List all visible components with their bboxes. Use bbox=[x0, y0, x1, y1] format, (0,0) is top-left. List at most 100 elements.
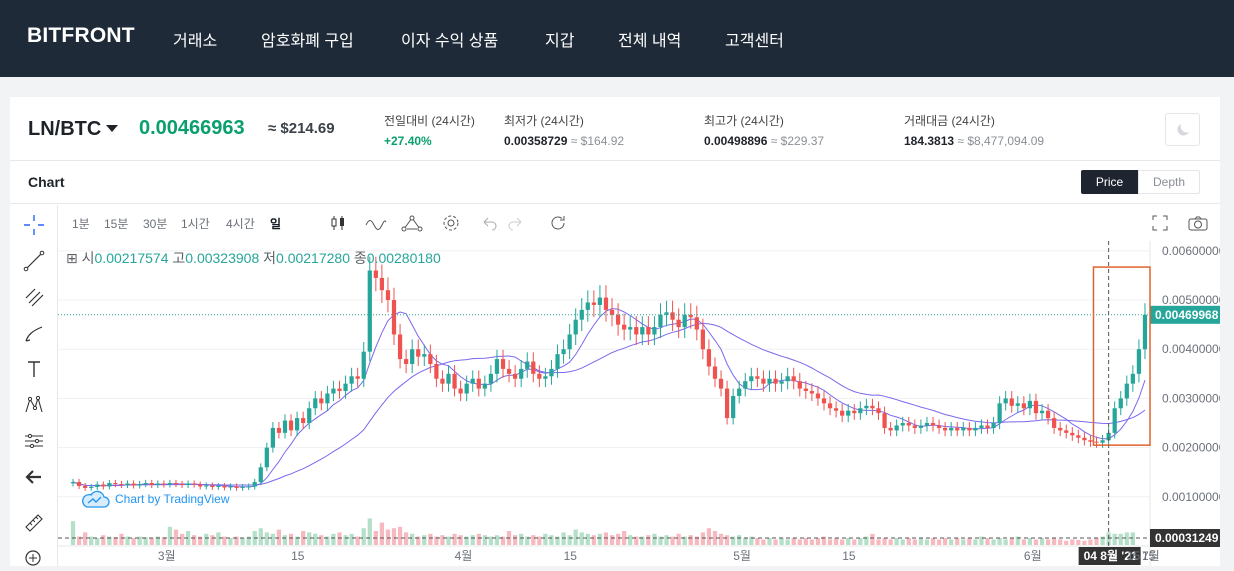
fib-tool[interactable] bbox=[22, 285, 46, 309]
candle-body bbox=[397, 334, 403, 360]
indicators-button[interactable] bbox=[364, 211, 388, 235]
volume-bar bbox=[452, 533, 457, 545]
volume-bar bbox=[827, 539, 833, 545]
nav-support[interactable]: 고객센터 bbox=[725, 33, 784, 50]
reload-button[interactable] bbox=[546, 211, 570, 235]
trendline-tool[interactable] bbox=[22, 249, 46, 273]
nav-buy-crypto[interactable]: 암호화폐 구입 bbox=[261, 33, 354, 50]
expand-legend-icon[interactable]: ⊞ bbox=[66, 250, 78, 266]
volume-bar bbox=[143, 537, 148, 545]
candle-body bbox=[543, 376, 548, 379]
candle-body bbox=[264, 447, 269, 468]
volume-bar bbox=[464, 536, 469, 545]
crosshair-tool[interactable] bbox=[22, 213, 46, 237]
candle-body bbox=[1045, 410, 1051, 419]
volume-bar bbox=[416, 536, 421, 545]
redo-button[interactable] bbox=[504, 211, 528, 235]
volume-bar bbox=[446, 536, 451, 545]
volume-bar bbox=[270, 533, 276, 545]
candle-body bbox=[428, 354, 433, 364]
zoom-tool[interactable] bbox=[22, 547, 46, 571]
volume-bar bbox=[955, 538, 960, 545]
candle-body bbox=[670, 312, 675, 320]
timeframe-1d[interactable]: 일 bbox=[270, 217, 282, 231]
volume-bar bbox=[349, 533, 354, 545]
volume-bar bbox=[743, 538, 748, 545]
compare-button[interactable] bbox=[400, 211, 424, 235]
volume-bar bbox=[288, 533, 294, 545]
candle-body bbox=[488, 373, 494, 384]
volume-bar bbox=[331, 533, 336, 545]
candle-body bbox=[640, 327, 645, 335]
prediction-tool[interactable] bbox=[22, 429, 46, 453]
brush-tool[interactable] bbox=[22, 321, 46, 345]
timeframe-15m[interactable]: 15분 bbox=[104, 217, 129, 231]
zoom-in-icon bbox=[25, 550, 41, 566]
stat-usd: ≈ $164.92 bbox=[570, 134, 625, 148]
candle-body bbox=[1094, 441, 1099, 443]
volume-bar bbox=[246, 536, 251, 545]
nav-wallet[interactable]: 지갑 bbox=[545, 33, 575, 50]
candle-body bbox=[961, 427, 966, 431]
volume-bar bbox=[567, 535, 572, 545]
candle-body bbox=[319, 398, 324, 404]
volume-bar bbox=[670, 536, 675, 545]
volume-bar bbox=[1076, 539, 1081, 545]
candle-body bbox=[840, 410, 845, 416]
volume-bar bbox=[307, 532, 312, 545]
back-tool[interactable] bbox=[22, 465, 46, 489]
candle-body bbox=[791, 376, 796, 382]
candle-type-button[interactable] bbox=[326, 211, 350, 235]
candle-body bbox=[1106, 432, 1111, 441]
stat-volume: 거래대금 (24시간) 184.3813 ≈ $8,477,094.09 bbox=[904, 112, 1044, 148]
candle-body bbox=[846, 410, 851, 416]
candle-body bbox=[125, 483, 130, 485]
volume-bar bbox=[410, 533, 415, 545]
stat-value: +27.40% bbox=[384, 134, 432, 148]
timeframe-4h[interactable]: 4시간 bbox=[226, 217, 255, 231]
price-view-tab[interactable]: Price bbox=[1081, 170, 1138, 194]
chart-title: Chart bbox=[28, 174, 65, 190]
nav-history[interactable]: 전체 내역 bbox=[618, 33, 682, 50]
timeframe-1m[interactable]: 1분 bbox=[72, 217, 90, 231]
nav-exchange[interactable]: 거래소 bbox=[173, 33, 218, 50]
dark-mode-toggle[interactable] bbox=[1165, 113, 1200, 146]
volume-bar bbox=[1082, 540, 1087, 545]
volume-bar bbox=[1088, 539, 1093, 545]
ruler-tool[interactable] bbox=[22, 511, 46, 535]
text-tool[interactable] bbox=[22, 357, 46, 381]
pair-selector[interactable]: LN/BTC bbox=[28, 118, 119, 141]
timeframe-30m[interactable]: 30분 bbox=[143, 217, 168, 231]
volume-bar bbox=[609, 535, 615, 545]
volume-bar bbox=[537, 536, 542, 545]
fullscreen-button[interactable] bbox=[1148, 211, 1172, 235]
price-chart[interactable]: 0.00600000 0.00500000 0.00400000 0.00300000… bbox=[58, 241, 1226, 566]
x-tick-label: 15 bbox=[291, 549, 305, 563]
settings-button[interactable] bbox=[439, 211, 463, 235]
chart-canvas[interactable]: 0.00600000 0.00500000 0.00400000 0.00300000… bbox=[58, 241, 1226, 566]
crosshair-icon bbox=[24, 215, 44, 235]
screenshot-button[interactable] bbox=[1186, 211, 1210, 235]
timeframe-1h[interactable]: 1시간 bbox=[181, 217, 210, 231]
tradingview-watermark[interactable]: Chart by TradingView bbox=[79, 488, 230, 510]
candle-body bbox=[585, 302, 590, 310]
volume-bar bbox=[367, 518, 372, 545]
volume-bar bbox=[852, 539, 857, 545]
nav-interest-products[interactable]: 이자 수익 상품 bbox=[401, 33, 499, 50]
brand-logo[interactable]: BITFRONT bbox=[27, 24, 135, 47]
volume-bar bbox=[718, 533, 724, 545]
undo-button[interactable] bbox=[477, 211, 501, 235]
volume-bar bbox=[615, 533, 621, 545]
candle-body bbox=[833, 408, 839, 411]
candle-body bbox=[991, 423, 996, 428]
x-tick-label: 15 bbox=[842, 549, 856, 563]
volume-bar bbox=[652, 533, 657, 545]
volume-bar bbox=[767, 538, 772, 545]
volume-bar bbox=[882, 538, 887, 545]
stat-usd: ≈ $8,477,094.09 bbox=[957, 134, 1045, 148]
drawing-toolbar bbox=[10, 205, 58, 566]
pattern-tool[interactable] bbox=[22, 393, 46, 417]
stat-value: 0.00358729 bbox=[504, 134, 568, 148]
wave-icon bbox=[365, 220, 387, 230]
depth-view-tab[interactable]: Depth bbox=[1138, 170, 1200, 194]
